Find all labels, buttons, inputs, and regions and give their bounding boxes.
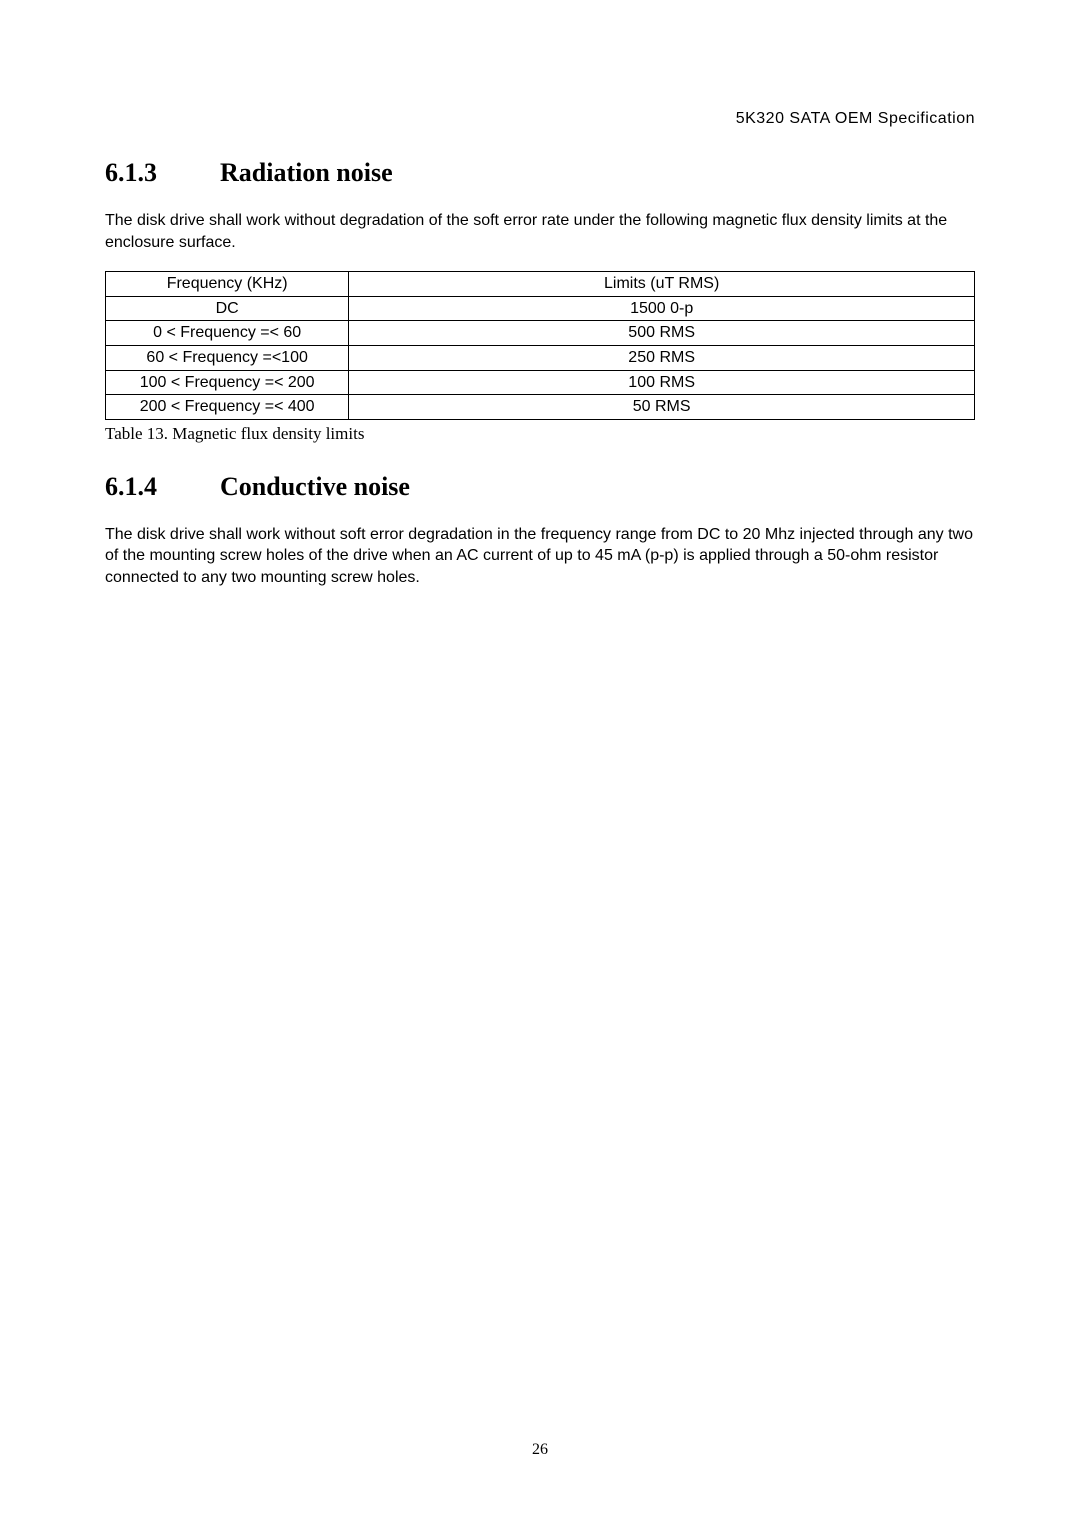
table-cell: 1500 0-p — [349, 296, 975, 321]
table-cell: 250 RMS — [349, 345, 975, 370]
table-row: DC 1500 0-p — [106, 296, 975, 321]
flux-density-table: Frequency (KHz) Limits (uT RMS) DC 1500 … — [105, 271, 975, 420]
radiation-body-text: The disk drive shall work without degrad… — [105, 210, 975, 253]
table-cell: 200 < Frequency =< 400 — [106, 395, 349, 420]
table-header-row: Frequency (KHz) Limits (uT RMS) — [106, 272, 975, 297]
table-caption: Table 13. Magnetic flux density limits — [105, 424, 975, 444]
table-row: 200 < Frequency =< 400 50 RMS — [106, 395, 975, 420]
table-cell: DC — [106, 296, 349, 321]
table-cell: 50 RMS — [349, 395, 975, 420]
section-title: Radiation noise — [220, 158, 393, 187]
section-title: Conductive noise — [220, 472, 410, 501]
table-cell: 100 RMS — [349, 370, 975, 395]
page-content: 5K320 SATA OEM Specification 6.1.3Radiat… — [0, 0, 1080, 589]
section-heading-radiation: 6.1.3Radiation noise — [105, 158, 975, 188]
table-header-cell: Limits (uT RMS) — [349, 272, 975, 297]
table-cell: 500 RMS — [349, 321, 975, 346]
section-heading-conductive: 6.1.4Conductive noise — [105, 472, 975, 502]
table-cell: 60 < Frequency =<100 — [106, 345, 349, 370]
page-number: 26 — [0, 1441, 1080, 1459]
table-cell: 0 < Frequency =< 60 — [106, 321, 349, 346]
document-header: 5K320 SATA OEM Specification — [105, 110, 975, 128]
table-cell: 100 < Frequency =< 200 — [106, 370, 349, 395]
conductive-body-text: The disk drive shall work without soft e… — [105, 524, 975, 589]
section-number: 6.1.3 — [105, 158, 220, 188]
table-header-cell: Frequency (KHz) — [106, 272, 349, 297]
table-row: 0 < Frequency =< 60 500 RMS — [106, 321, 975, 346]
section-number: 6.1.4 — [105, 472, 220, 502]
table-row: 100 < Frequency =< 200 100 RMS — [106, 370, 975, 395]
table-row: 60 < Frequency =<100 250 RMS — [106, 345, 975, 370]
